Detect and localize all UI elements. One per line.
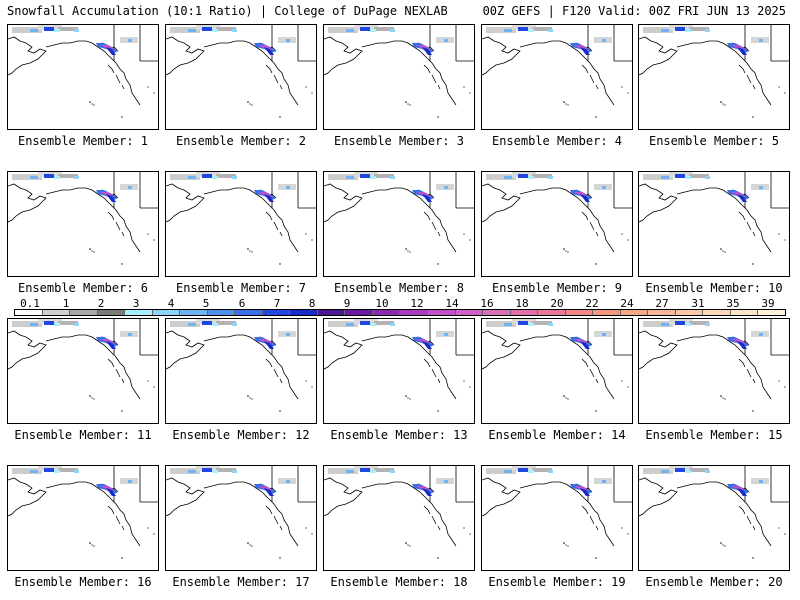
colorbar-segment [97,310,126,315]
panel-label: Ensemble Member: 5 [648,134,780,148]
map-panel-member-20 [638,465,790,571]
map-panel-member-16 [7,465,159,571]
panel-label: Ensemble Member: 14 [488,428,626,442]
map-panel-member-4 [481,24,633,130]
colorbar-segment [317,310,346,315]
colorbar-segment [290,310,318,315]
colorbar-segment [207,310,236,315]
panel-label: Ensemble Member: 7 [175,281,307,295]
panel-label: Ensemble Member: 9 [491,281,623,295]
panel-label: Ensemble Member: 19 [488,575,626,589]
map-panel-member-7 [165,171,317,277]
map-panel-member-9 [481,171,633,277]
colorbar-tick-label: 9 [343,297,351,310]
map-panel-member-15 [638,318,790,424]
colorbar-segment [703,310,731,315]
chart-title: Snowfall Accumulation (10:1 Ratio) | Col… [7,4,448,18]
colorbar-segment [675,310,704,315]
panel-label: Ensemble Member: 17 [172,575,310,589]
map-panel-member-14 [481,318,633,424]
run-info: 00Z GEFS | F120 Valid: 00Z FRI JUN 13 20… [482,4,786,18]
colorbar-segment [345,310,373,315]
panel-label: Ensemble Member: 18 [330,575,468,589]
colorbar-tick-label: 39 [761,297,775,310]
map-panel-member-12 [165,318,317,424]
colorbar-segment [538,310,566,315]
panel-label: Ensemble Member: 20 [645,575,783,589]
panel-label: Ensemble Member: 13 [330,428,468,442]
map-panel-member-6 [7,171,159,277]
map-panel-member-11 [7,318,159,424]
colorbar-segment [730,310,759,315]
colorbar-tick-label: 0.1 [20,297,40,310]
colorbar-tick-label: 14 [445,297,459,310]
colorbar-tick-label: 12 [410,297,424,310]
colorbar-segment [180,310,208,315]
panel-label: Ensemble Member: 1 [17,134,149,148]
colorbar-segment [483,310,511,315]
panel-label: Ensemble Member: 4 [491,134,623,148]
colorbar-tick-label: 5 [202,297,210,310]
colorbar-segment [758,310,785,315]
panel-label: Ensemble Member: 6 [17,281,149,295]
map-panel-member-1 [7,24,159,130]
colorbar-segment [648,310,676,315]
map-panel-member-3 [323,24,475,130]
colorbar-tick-label: 20 [550,297,564,310]
map-panel-member-2 [165,24,317,130]
colorbar-segment [262,310,291,315]
colorbar-segment [400,310,428,315]
colorbar-tick-label: 1 [62,297,70,310]
panel-label: Ensemble Member: 10 [645,281,783,295]
colorbar-segment [15,310,43,315]
colorbar-segment [593,310,621,315]
colorbar-segment [152,310,181,315]
map-panel-member-8 [323,171,475,277]
colorbar-tick-label: 10 [375,297,389,310]
colorbar-tick-label: 4 [167,297,175,310]
colorbar-segment [455,310,484,315]
colorbar-segment [70,310,98,315]
panel-label: Ensemble Member: 15 [645,428,783,442]
colorbar-segment [427,310,456,315]
panel-label: Ensemble Member: 12 [172,428,310,442]
map-panel-member-13 [323,318,475,424]
colorbar-segment [42,310,71,315]
colorbar-segment [125,310,153,315]
colorbar-tick-label: 8 [308,297,316,310]
colorbar-tick-label: 22 [585,297,599,310]
colorbar-tick-label: 24 [620,297,634,310]
colorbar-tick-label: 18 [515,297,529,310]
colorbar-segment [565,310,594,315]
panel-label: Ensemble Member: 3 [333,134,465,148]
colorbar-tick-label: 31 [691,297,705,310]
colorbar-tick-label: 3 [132,297,140,310]
map-panel-member-18 [323,465,475,571]
panel-label: Ensemble Member: 8 [333,281,465,295]
map-panel-member-10 [638,171,790,277]
colorbar-tick-label: 6 [238,297,246,310]
map-panel-member-5 [638,24,790,130]
colorbar-segment [620,310,649,315]
colorbar-tick-label: 35 [726,297,740,310]
colorbar-segment [372,310,401,315]
colorbar [14,309,786,316]
colorbar-segment [235,310,263,315]
colorbar-segment [510,310,539,315]
colorbar-tick-label: 7 [273,297,281,310]
panel-label: Ensemble Member: 16 [14,575,152,589]
colorbar-tick-label: 16 [480,297,494,310]
panel-label: Ensemble Member: 11 [14,428,152,442]
map-panel-member-17 [165,465,317,571]
map-panel-member-19 [481,465,633,571]
panel-label: Ensemble Member: 2 [175,134,307,148]
colorbar-tick-label: 27 [655,297,669,310]
colorbar-tick-label: 2 [97,297,105,310]
